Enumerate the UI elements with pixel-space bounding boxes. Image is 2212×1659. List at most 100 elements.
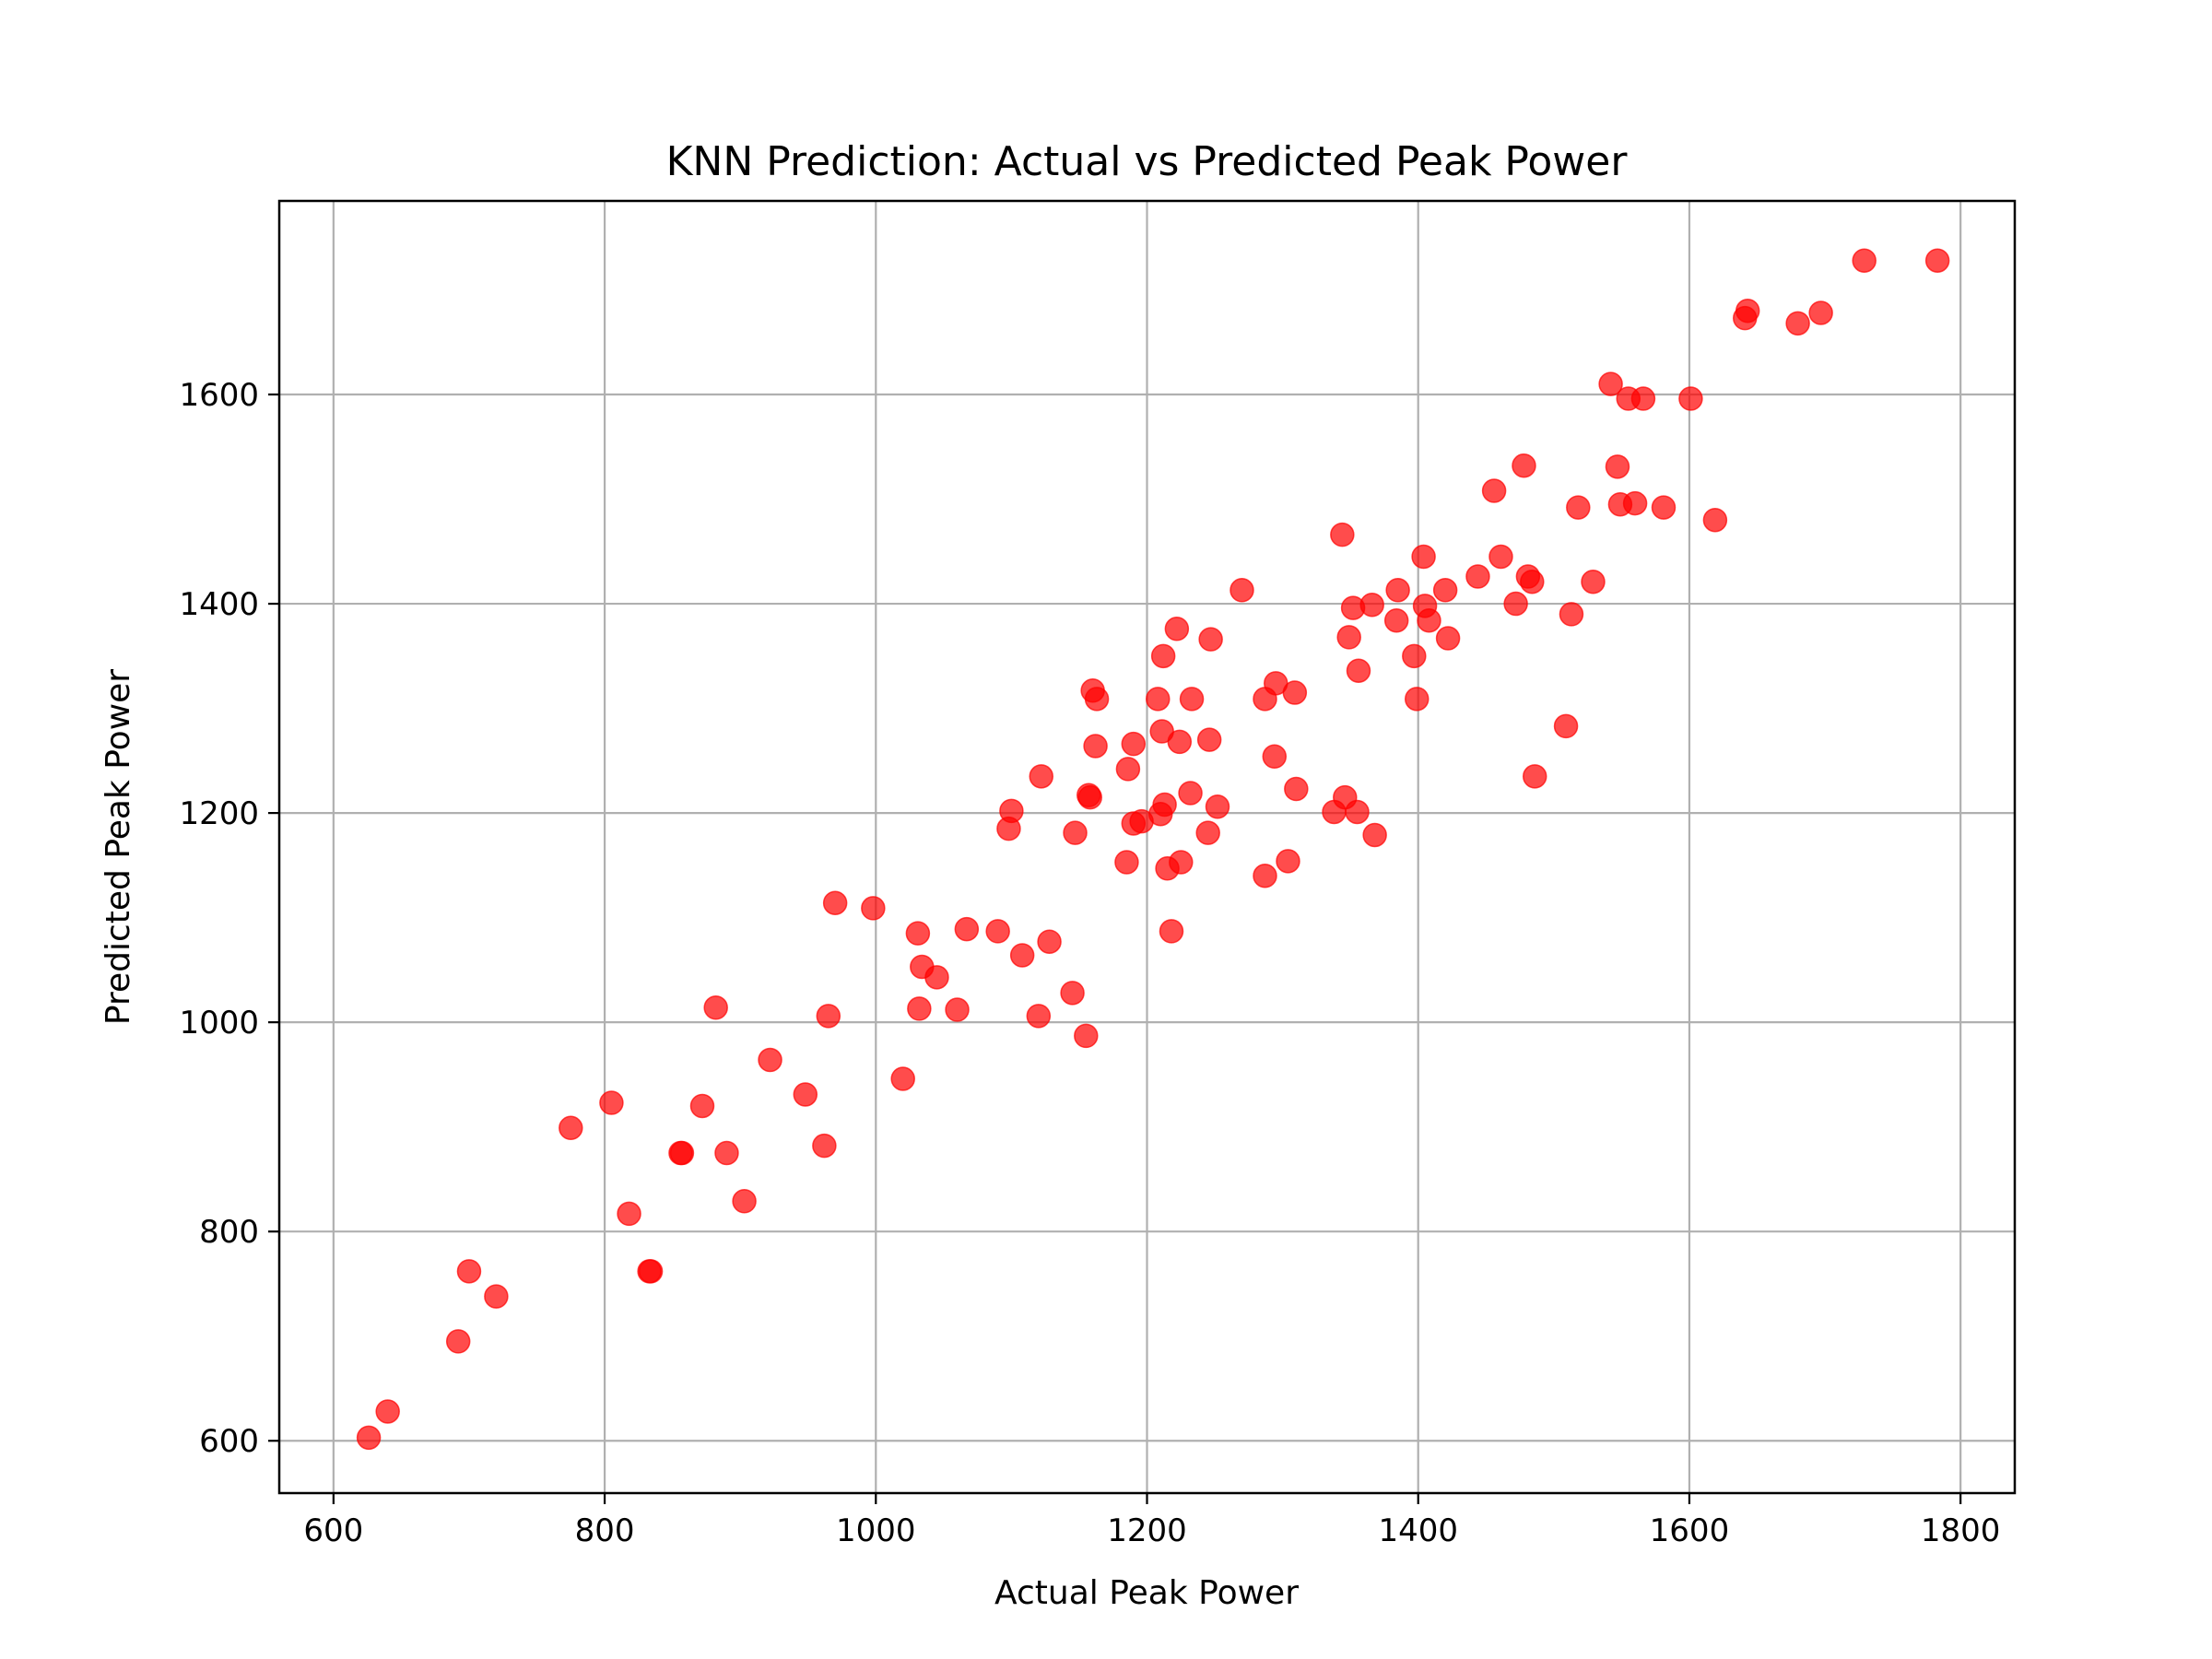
data-point <box>793 1082 818 1107</box>
data-point <box>1785 311 1810 336</box>
data-point <box>1230 578 1254 603</box>
data-point <box>907 996 932 1021</box>
data-point <box>1622 490 1648 516</box>
y-tick-label: 800 <box>199 1214 259 1251</box>
chart-title: KNN Prediction: Actual vs Predicted Peak… <box>666 138 1629 185</box>
data-point <box>732 1189 757 1214</box>
data-point <box>1159 919 1184 944</box>
data-point <box>1205 794 1230 819</box>
data-point <box>456 1259 482 1284</box>
data-point <box>714 1140 739 1166</box>
data-point <box>1169 850 1194 875</box>
data-point <box>638 1259 664 1284</box>
x-tick-label: 1000 <box>836 1512 916 1549</box>
data-point <box>890 1066 915 1091</box>
data-point <box>1852 248 1877 273</box>
x-axis-ticks: 600 800 1000 1200 1400 1600 1800 <box>303 1493 2000 1549</box>
data-point <box>1345 799 1370 825</box>
data-point <box>1630 386 1656 411</box>
data-point <box>816 1004 841 1029</box>
data-point <box>1198 627 1223 652</box>
y-tick-label: 1000 <box>179 1005 259 1041</box>
data-point <box>1735 298 1760 324</box>
data-point <box>669 1140 695 1166</box>
data-point <box>1164 617 1190 641</box>
data-point <box>1520 569 1545 594</box>
y-tick-label: 1400 <box>179 586 259 623</box>
data-point <box>1411 544 1436 570</box>
data-point <box>985 919 1010 944</box>
data-point <box>1330 522 1355 547</box>
data-point <box>1404 687 1430 712</box>
data-point <box>1559 602 1584 627</box>
x-tick-label: 1400 <box>1378 1512 1458 1549</box>
data-point <box>445 1329 471 1354</box>
data-point <box>1276 849 1300 874</box>
data-point <box>1924 248 1950 273</box>
data-point <box>1284 776 1309 802</box>
data-point <box>375 1399 400 1424</box>
data-point <box>812 1133 837 1159</box>
data-point <box>1115 757 1141 782</box>
data-point <box>1083 734 1108 759</box>
data-point <box>1385 578 1410 603</box>
x-tick-label: 1200 <box>1107 1512 1187 1549</box>
y-tick-label: 1200 <box>179 795 259 832</box>
x-tick-label: 600 <box>303 1512 363 1549</box>
y-axis-ticks: 600 800 1000 1200 1400 1600 <box>179 377 279 1460</box>
y-tick-label: 600 <box>199 1423 259 1460</box>
data-point <box>1346 658 1371 683</box>
y-axis-label: Predicted Peak Power <box>100 669 137 1025</box>
data-point <box>1605 454 1630 479</box>
x-tick-label: 800 <box>575 1512 635 1549</box>
data-point <box>1553 713 1579 739</box>
data-point <box>1026 1004 1052 1029</box>
data-point <box>1084 687 1110 712</box>
data-point <box>559 1115 583 1141</box>
data-point <box>1009 943 1035 968</box>
data-point <box>599 1090 624 1115</box>
data-point <box>1167 729 1193 755</box>
x-tick-label: 1800 <box>1921 1512 2001 1549</box>
data-point <box>1402 643 1427 669</box>
data-point <box>1037 929 1062 954</box>
data-point <box>1150 643 1176 669</box>
data-point <box>1512 453 1536 478</box>
data-point <box>1060 981 1085 1006</box>
data-point <box>1362 822 1387 848</box>
data-point <box>689 1093 715 1119</box>
data-point <box>1282 680 1308 705</box>
data-point <box>905 921 931 946</box>
data-point <box>1598 371 1623 396</box>
data-point <box>861 896 886 921</box>
data-point <box>1481 478 1507 503</box>
x-axis-label: Actual Peak Power <box>994 1574 1299 1612</box>
data-point <box>1178 781 1203 806</box>
data-point <box>703 995 728 1020</box>
data-point <box>1152 792 1177 818</box>
data-point <box>1121 731 1147 757</box>
data-points <box>356 248 1950 1451</box>
data-point <box>1063 820 1088 845</box>
data-point <box>822 890 848 915</box>
data-point <box>758 1047 782 1073</box>
data-point <box>1179 687 1205 712</box>
data-point <box>1383 607 1409 633</box>
data-point <box>1196 727 1222 752</box>
data-point <box>1146 687 1171 712</box>
data-point <box>484 1284 509 1309</box>
data-point <box>1195 820 1220 845</box>
data-point <box>1581 569 1606 594</box>
data-point <box>1522 764 1547 789</box>
data-point <box>1435 626 1461 651</box>
data-point <box>1702 507 1728 533</box>
data-point <box>1029 764 1054 789</box>
data-point <box>617 1201 641 1227</box>
data-point <box>1074 1023 1099 1049</box>
data-point <box>1359 592 1384 618</box>
data-point <box>1503 591 1528 617</box>
data-point <box>1566 495 1591 520</box>
data-point <box>1465 564 1490 589</box>
